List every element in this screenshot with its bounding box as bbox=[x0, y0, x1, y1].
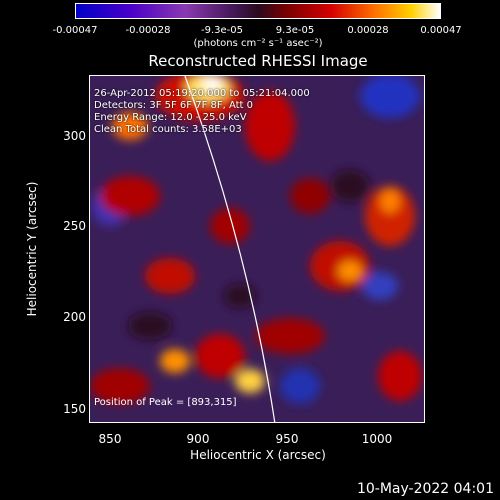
info-time-range: 26-Apr-2012 05:19:20.000 to 05:21:04.000 bbox=[94, 88, 310, 99]
x-tick: 900 bbox=[186, 432, 210, 446]
colorbar-tick: -0.00028 bbox=[125, 25, 171, 36]
colorbar-tick: 0.00047 bbox=[420, 25, 462, 36]
info-counts: Clean Total counts: 3.58E+03 bbox=[94, 124, 242, 135]
x-axis-label: Heliocentric X (arcsec) bbox=[190, 448, 326, 462]
x-tick: 950 bbox=[275, 432, 299, 446]
x-tick: 850 bbox=[98, 432, 122, 446]
colorbar-units: (photons cm⁻² s⁻¹ asec⁻²) bbox=[193, 38, 323, 49]
colorbar-tick: -0.00047 bbox=[52, 25, 98, 36]
rhessi-image bbox=[89, 75, 425, 423]
colorbar bbox=[75, 3, 441, 19]
peak-position: Position of Peak = [893,315] bbox=[94, 397, 237, 408]
colorbar-tick: -9.3e-05 bbox=[201, 25, 243, 36]
timestamp: 10-May-2022 04:01 bbox=[356, 481, 494, 497]
y-axis-label: Heliocentric Y (arcsec) bbox=[25, 181, 39, 317]
colorbar-tick: 9.3e-05 bbox=[275, 25, 315, 36]
plot-title: Reconstructed RHESSI Image bbox=[148, 52, 368, 70]
y-tick: 150 bbox=[63, 402, 86, 416]
x-tick: 1000 bbox=[361, 432, 393, 446]
info-energy-range: Energy Range: 12.0 - 25.0 keV bbox=[94, 112, 247, 123]
y-tick: 250 bbox=[63, 219, 86, 233]
y-tick: 300 bbox=[63, 129, 86, 143]
image-blobs bbox=[90, 76, 422, 422]
y-tick: 200 bbox=[63, 310, 86, 324]
solar-limb-line bbox=[184, 76, 276, 422]
colorbar-tick: 0.00028 bbox=[347, 25, 389, 36]
info-detectors: Detectors: 3F 5F 6F 7F 8F, Att 0 bbox=[94, 100, 254, 111]
